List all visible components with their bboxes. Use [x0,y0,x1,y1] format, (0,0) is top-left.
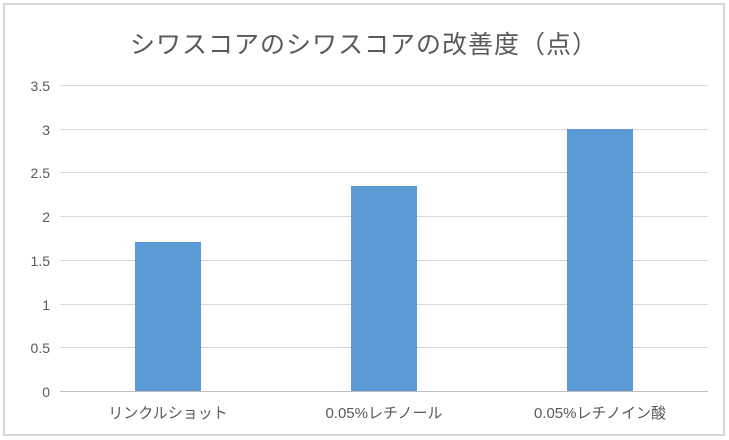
chart-title: シワスコアのシワスコアの改善度（点） [129,31,598,59]
gridline [60,85,708,86]
y-axis: 0 0.5 1 1.5 2 2.5 3 3.5 [5,78,50,400]
y-tick-label: 2.5 [30,165,50,182]
x-axis-label: リンクルショット [108,405,228,422]
y-tick-label: 0 [42,384,50,400]
y-tick-label: 3 [42,121,50,138]
y-tick-label: 2 [42,209,50,226]
y-tick-label: 0.5 [30,340,50,357]
bar-2 [351,185,417,391]
x-axis-label: 0.05%レチノール [325,405,443,422]
x-axis-label: 0.05%レチノイン酸 [533,405,667,422]
y-tick-label: 1 [42,296,50,313]
x-axis: リンクルショット 0.05%レチノール 0.05%レチノイン酸 [60,402,708,426]
bar-3 [567,128,633,391]
gridline [60,172,708,174]
plot-area [60,85,708,392]
chart-frame: シワスコアのシワスコアの改善度（点） 0 0.5 1 1.5 2 2.5 3 3.5 リンクル… [3,3,725,436]
bar-1 [135,242,201,391]
gridline [60,128,708,130]
y-tick-label: 1.5 [30,252,50,269]
y-tick-label: 3.5 [30,78,50,94]
x-axis-line [60,391,708,392]
